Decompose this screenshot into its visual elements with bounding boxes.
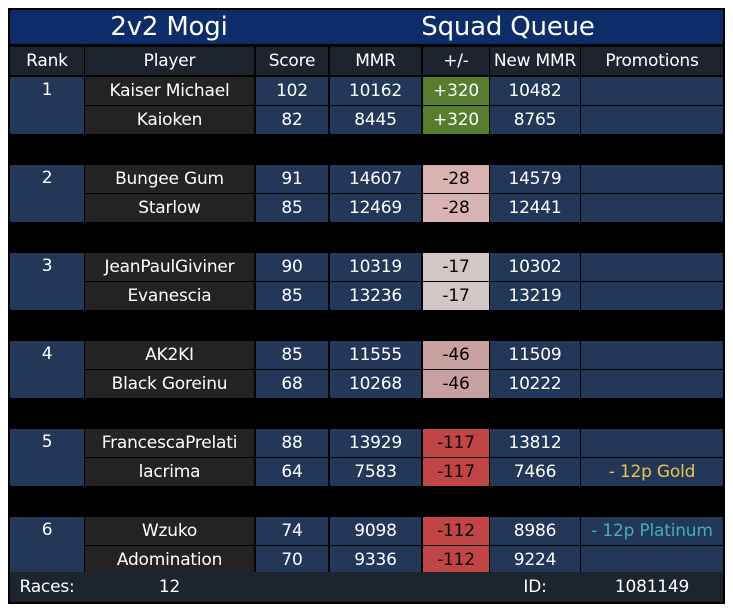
delta-value: -46 bbox=[423, 341, 489, 369]
queue-title: Squad Queue bbox=[421, 12, 595, 42]
player-name: Black Goreinu bbox=[85, 370, 254, 398]
player-name: Adomination bbox=[85, 546, 254, 574]
id-label: ID: bbox=[523, 577, 547, 597]
mmr-value: 12469 bbox=[330, 194, 421, 222]
new-mmr-value: 9224 bbox=[490, 546, 580, 574]
player-name: AK2KI bbox=[85, 341, 254, 369]
new-mmr-value: 10222 bbox=[490, 370, 580, 398]
score-header: Score bbox=[256, 47, 328, 75]
delta-value: +320 bbox=[423, 77, 489, 105]
new-mmr-value: 13812 bbox=[490, 429, 580, 457]
promotion-value bbox=[581, 546, 723, 574]
promotion-value bbox=[581, 77, 723, 105]
new-mmr-header: New MMR bbox=[490, 47, 580, 75]
player-name: Wzuko bbox=[85, 517, 254, 545]
delta-value: -28 bbox=[423, 165, 489, 193]
promotions-header: Promotions bbox=[581, 47, 723, 75]
mode-title: 2v2 Mogi bbox=[110, 12, 228, 42]
races-value: 12 bbox=[158, 577, 181, 597]
score-value: 102 bbox=[256, 77, 328, 105]
results-table: 2v2 Mogi Squad Queue Rank Player Score MMR +… bbox=[8, 8, 725, 604]
new-mmr-value: 8986 bbox=[490, 517, 580, 545]
promotion-value bbox=[581, 106, 723, 134]
new-mmr-value: 12441 bbox=[490, 194, 580, 222]
score-value: 64 bbox=[256, 458, 328, 486]
player-header: Player bbox=[85, 47, 254, 75]
new-mmr-value: 10482 bbox=[490, 77, 580, 105]
rank-cell: 3 bbox=[10, 253, 84, 310]
delta-value: -112 bbox=[423, 517, 489, 545]
footer-bar bbox=[10, 572, 723, 602]
delta-value: -17 bbox=[423, 253, 489, 281]
promotion-value bbox=[581, 165, 723, 193]
delta-value: -46 bbox=[423, 370, 489, 398]
player-name: JeanPaulGiviner bbox=[85, 253, 254, 281]
player-name: lacrima bbox=[85, 458, 254, 486]
mmr-value: 10162 bbox=[330, 77, 421, 105]
title-bar bbox=[10, 10, 723, 44]
score-value: 82 bbox=[256, 106, 328, 134]
player-name: Bungee Gum bbox=[85, 165, 254, 193]
score-value: 91 bbox=[256, 165, 328, 193]
mmr-value: 10268 bbox=[330, 370, 421, 398]
promotion-value bbox=[581, 194, 723, 222]
delta-value: +320 bbox=[423, 106, 489, 134]
races-label: Races: bbox=[19, 577, 75, 597]
score-value: 88 bbox=[256, 429, 328, 457]
promotion-value bbox=[581, 341, 723, 369]
score-value: 90 bbox=[256, 253, 328, 281]
mmr-value: 7583 bbox=[330, 458, 421, 486]
mmr-value: 14607 bbox=[330, 165, 421, 193]
new-mmr-value: 7466 bbox=[490, 458, 580, 486]
promotion-value bbox=[581, 370, 723, 398]
promotion-value: - 12p Platinum bbox=[581, 517, 723, 545]
mmr-value: 9336 bbox=[330, 546, 421, 574]
new-mmr-value: 8765 bbox=[490, 106, 580, 134]
id-value: 1081149 bbox=[614, 577, 690, 597]
promotion-value bbox=[581, 282, 723, 310]
rank-cell: 1 bbox=[10, 77, 84, 134]
mmr-value: 9098 bbox=[330, 517, 421, 545]
score-value: 74 bbox=[256, 517, 328, 545]
player-name: Starlow bbox=[85, 194, 254, 222]
rank-cell: 2 bbox=[10, 165, 84, 222]
rank-cell: 5 bbox=[10, 429, 84, 486]
promotion-value bbox=[581, 253, 723, 281]
player-name: Evanescia bbox=[85, 282, 254, 310]
promotion-value bbox=[581, 429, 723, 457]
mmr-value: 11555 bbox=[330, 341, 421, 369]
new-mmr-value: 10302 bbox=[490, 253, 580, 281]
new-mmr-value: 13219 bbox=[490, 282, 580, 310]
rank-cell: 6 bbox=[10, 517, 84, 574]
delta-value: -112 bbox=[423, 546, 489, 574]
delta-value: -117 bbox=[423, 458, 489, 486]
score-value: 68 bbox=[256, 370, 328, 398]
mmr-value: 13929 bbox=[330, 429, 421, 457]
delta-header: +/- bbox=[423, 47, 489, 75]
score-value: 85 bbox=[256, 194, 328, 222]
player-name: Kaioken bbox=[85, 106, 254, 134]
delta-value: -17 bbox=[423, 282, 489, 310]
score-value: 85 bbox=[256, 341, 328, 369]
delta-value: -28 bbox=[423, 194, 489, 222]
score-value: 70 bbox=[256, 546, 328, 574]
player-name: FrancescaPrelati bbox=[85, 429, 254, 457]
new-mmr-value: 11509 bbox=[490, 341, 580, 369]
rank-cell: 4 bbox=[10, 341, 84, 398]
delta-value: -117 bbox=[423, 429, 489, 457]
new-mmr-value: 14579 bbox=[490, 165, 580, 193]
mmr-header: MMR bbox=[330, 47, 421, 75]
mmr-value: 10319 bbox=[330, 253, 421, 281]
mmr-value: 8445 bbox=[330, 106, 421, 134]
rank-header: Rank bbox=[10, 47, 84, 75]
mmr-value: 13236 bbox=[330, 282, 421, 310]
score-value: 85 bbox=[256, 282, 328, 310]
player-name: Kaiser Michael bbox=[85, 77, 254, 105]
promotion-value: - 12p Gold bbox=[581, 458, 723, 486]
